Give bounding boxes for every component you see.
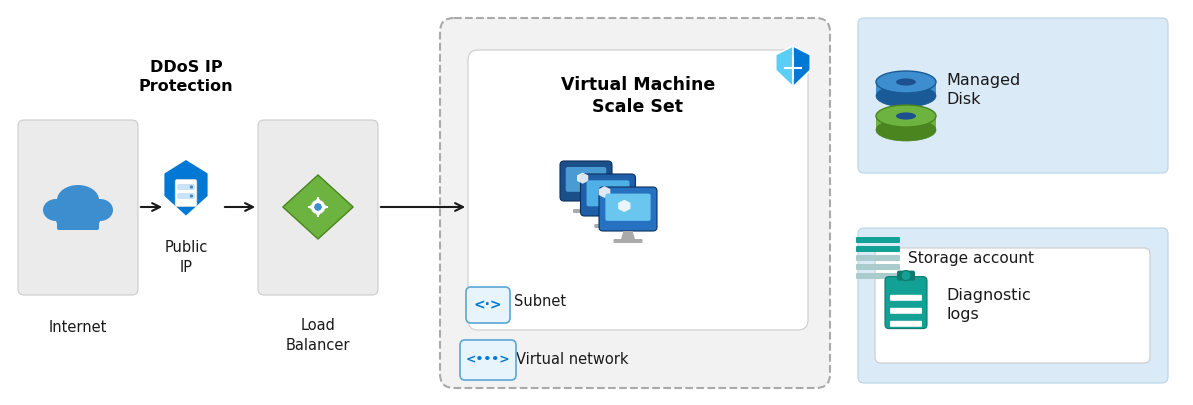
FancyBboxPatch shape <box>178 185 194 190</box>
Polygon shape <box>775 46 793 87</box>
FancyBboxPatch shape <box>573 209 599 213</box>
FancyBboxPatch shape <box>885 277 927 328</box>
FancyBboxPatch shape <box>440 18 830 388</box>
FancyBboxPatch shape <box>897 271 915 281</box>
FancyBboxPatch shape <box>18 120 138 295</box>
Ellipse shape <box>57 185 99 215</box>
Ellipse shape <box>43 199 69 221</box>
FancyBboxPatch shape <box>858 228 1168 383</box>
Ellipse shape <box>876 85 937 107</box>
FancyBboxPatch shape <box>565 167 606 192</box>
Ellipse shape <box>876 105 937 127</box>
FancyBboxPatch shape <box>890 321 922 327</box>
FancyBboxPatch shape <box>857 255 900 261</box>
FancyBboxPatch shape <box>258 120 378 295</box>
Circle shape <box>190 194 193 198</box>
FancyBboxPatch shape <box>876 82 937 96</box>
Text: DDoS IP
Protection: DDoS IP Protection <box>138 60 234 94</box>
Polygon shape <box>165 160 208 215</box>
Polygon shape <box>580 201 592 209</box>
Polygon shape <box>622 231 635 239</box>
FancyBboxPatch shape <box>175 179 197 207</box>
Text: Virtual network: Virtual network <box>517 352 629 367</box>
FancyBboxPatch shape <box>460 340 517 380</box>
Circle shape <box>901 271 911 281</box>
Circle shape <box>311 200 324 214</box>
FancyBboxPatch shape <box>468 50 808 330</box>
FancyBboxPatch shape <box>876 116 937 130</box>
Text: Managed
Disk: Managed Disk <box>946 72 1020 107</box>
Ellipse shape <box>56 211 80 229</box>
FancyBboxPatch shape <box>178 194 194 198</box>
Text: Diagnostic
logs: Diagnostic logs <box>946 288 1031 322</box>
Text: Subnet: Subnet <box>514 294 567 309</box>
Text: Internet: Internet <box>49 320 107 335</box>
Text: Load
Balancer: Load Balancer <box>286 318 351 353</box>
FancyBboxPatch shape <box>857 237 900 243</box>
FancyBboxPatch shape <box>466 287 509 323</box>
FancyBboxPatch shape <box>874 248 1150 363</box>
Text: <·>: <·> <box>474 298 502 312</box>
Ellipse shape <box>896 113 916 119</box>
Text: Storage account: Storage account <box>908 251 1034 266</box>
Polygon shape <box>793 46 810 87</box>
FancyBboxPatch shape <box>599 187 657 231</box>
Polygon shape <box>618 200 630 212</box>
FancyBboxPatch shape <box>560 161 612 201</box>
FancyBboxPatch shape <box>890 295 922 301</box>
Ellipse shape <box>76 211 100 229</box>
Circle shape <box>190 185 193 189</box>
Polygon shape <box>599 186 611 198</box>
Ellipse shape <box>896 79 916 85</box>
Text: Virtual Machine
Scale Set: Virtual Machine Scale Set <box>561 76 715 116</box>
FancyBboxPatch shape <box>890 308 922 314</box>
FancyBboxPatch shape <box>57 210 99 230</box>
FancyBboxPatch shape <box>581 174 636 216</box>
FancyBboxPatch shape <box>857 264 900 270</box>
FancyBboxPatch shape <box>858 18 1168 173</box>
Polygon shape <box>283 175 353 239</box>
Text: <•••>: <•••> <box>465 354 511 367</box>
Polygon shape <box>601 216 614 224</box>
FancyBboxPatch shape <box>613 239 643 243</box>
Ellipse shape <box>876 119 937 141</box>
FancyBboxPatch shape <box>857 273 900 279</box>
FancyBboxPatch shape <box>594 224 622 228</box>
Polygon shape <box>577 173 588 184</box>
Ellipse shape <box>87 199 113 221</box>
Circle shape <box>314 203 322 211</box>
FancyBboxPatch shape <box>857 246 900 252</box>
Text: Public
IP: Public IP <box>165 240 208 275</box>
Ellipse shape <box>876 71 937 93</box>
FancyBboxPatch shape <box>605 194 650 221</box>
FancyBboxPatch shape <box>587 180 630 206</box>
